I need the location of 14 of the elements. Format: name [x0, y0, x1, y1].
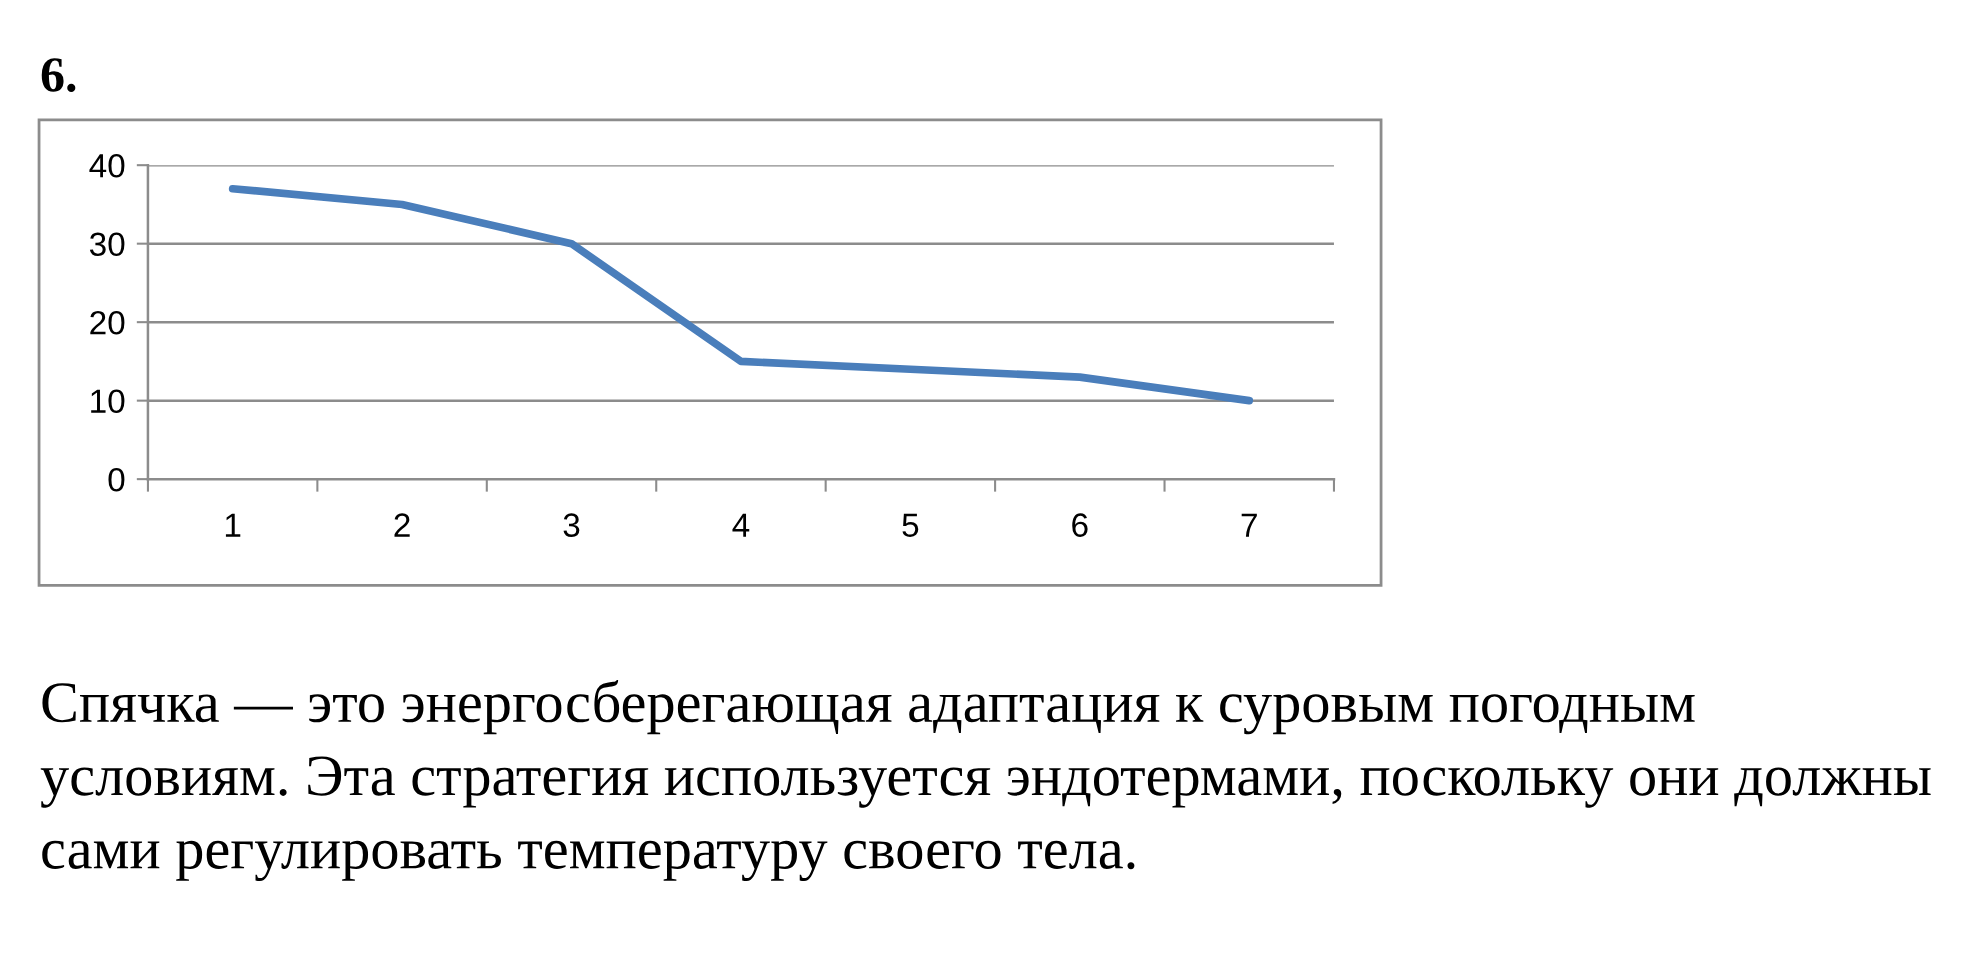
y-tick-label: 10 [91, 389, 125, 414]
chart-title: 6. [41, 58, 76, 92]
y-tick-label: 0 [108, 467, 125, 492]
x-tick-label: 1 [225, 513, 241, 537]
y-tick-label: 20 [90, 310, 125, 335]
y-tick-label: 30 [89, 232, 125, 257]
x-tick-label: 4 [732, 513, 750, 537]
x-tick-label: 2 [394, 513, 410, 537]
x-tick-label: 7 [1241, 513, 1257, 537]
y-tick-label: 40 [89, 153, 125, 178]
x-tick-label: 3 [563, 513, 580, 537]
x-tick-label: 6 [1072, 513, 1088, 537]
text: Спячка — это энергосберегающая адаптация к суровым погодным условиям. Эта стратегия используется эндотермами, поскольку они должны сами регулировать температуру своего тела. [40, 680, 1931, 881]
x-tick-label: 5 [902, 513, 919, 537]
